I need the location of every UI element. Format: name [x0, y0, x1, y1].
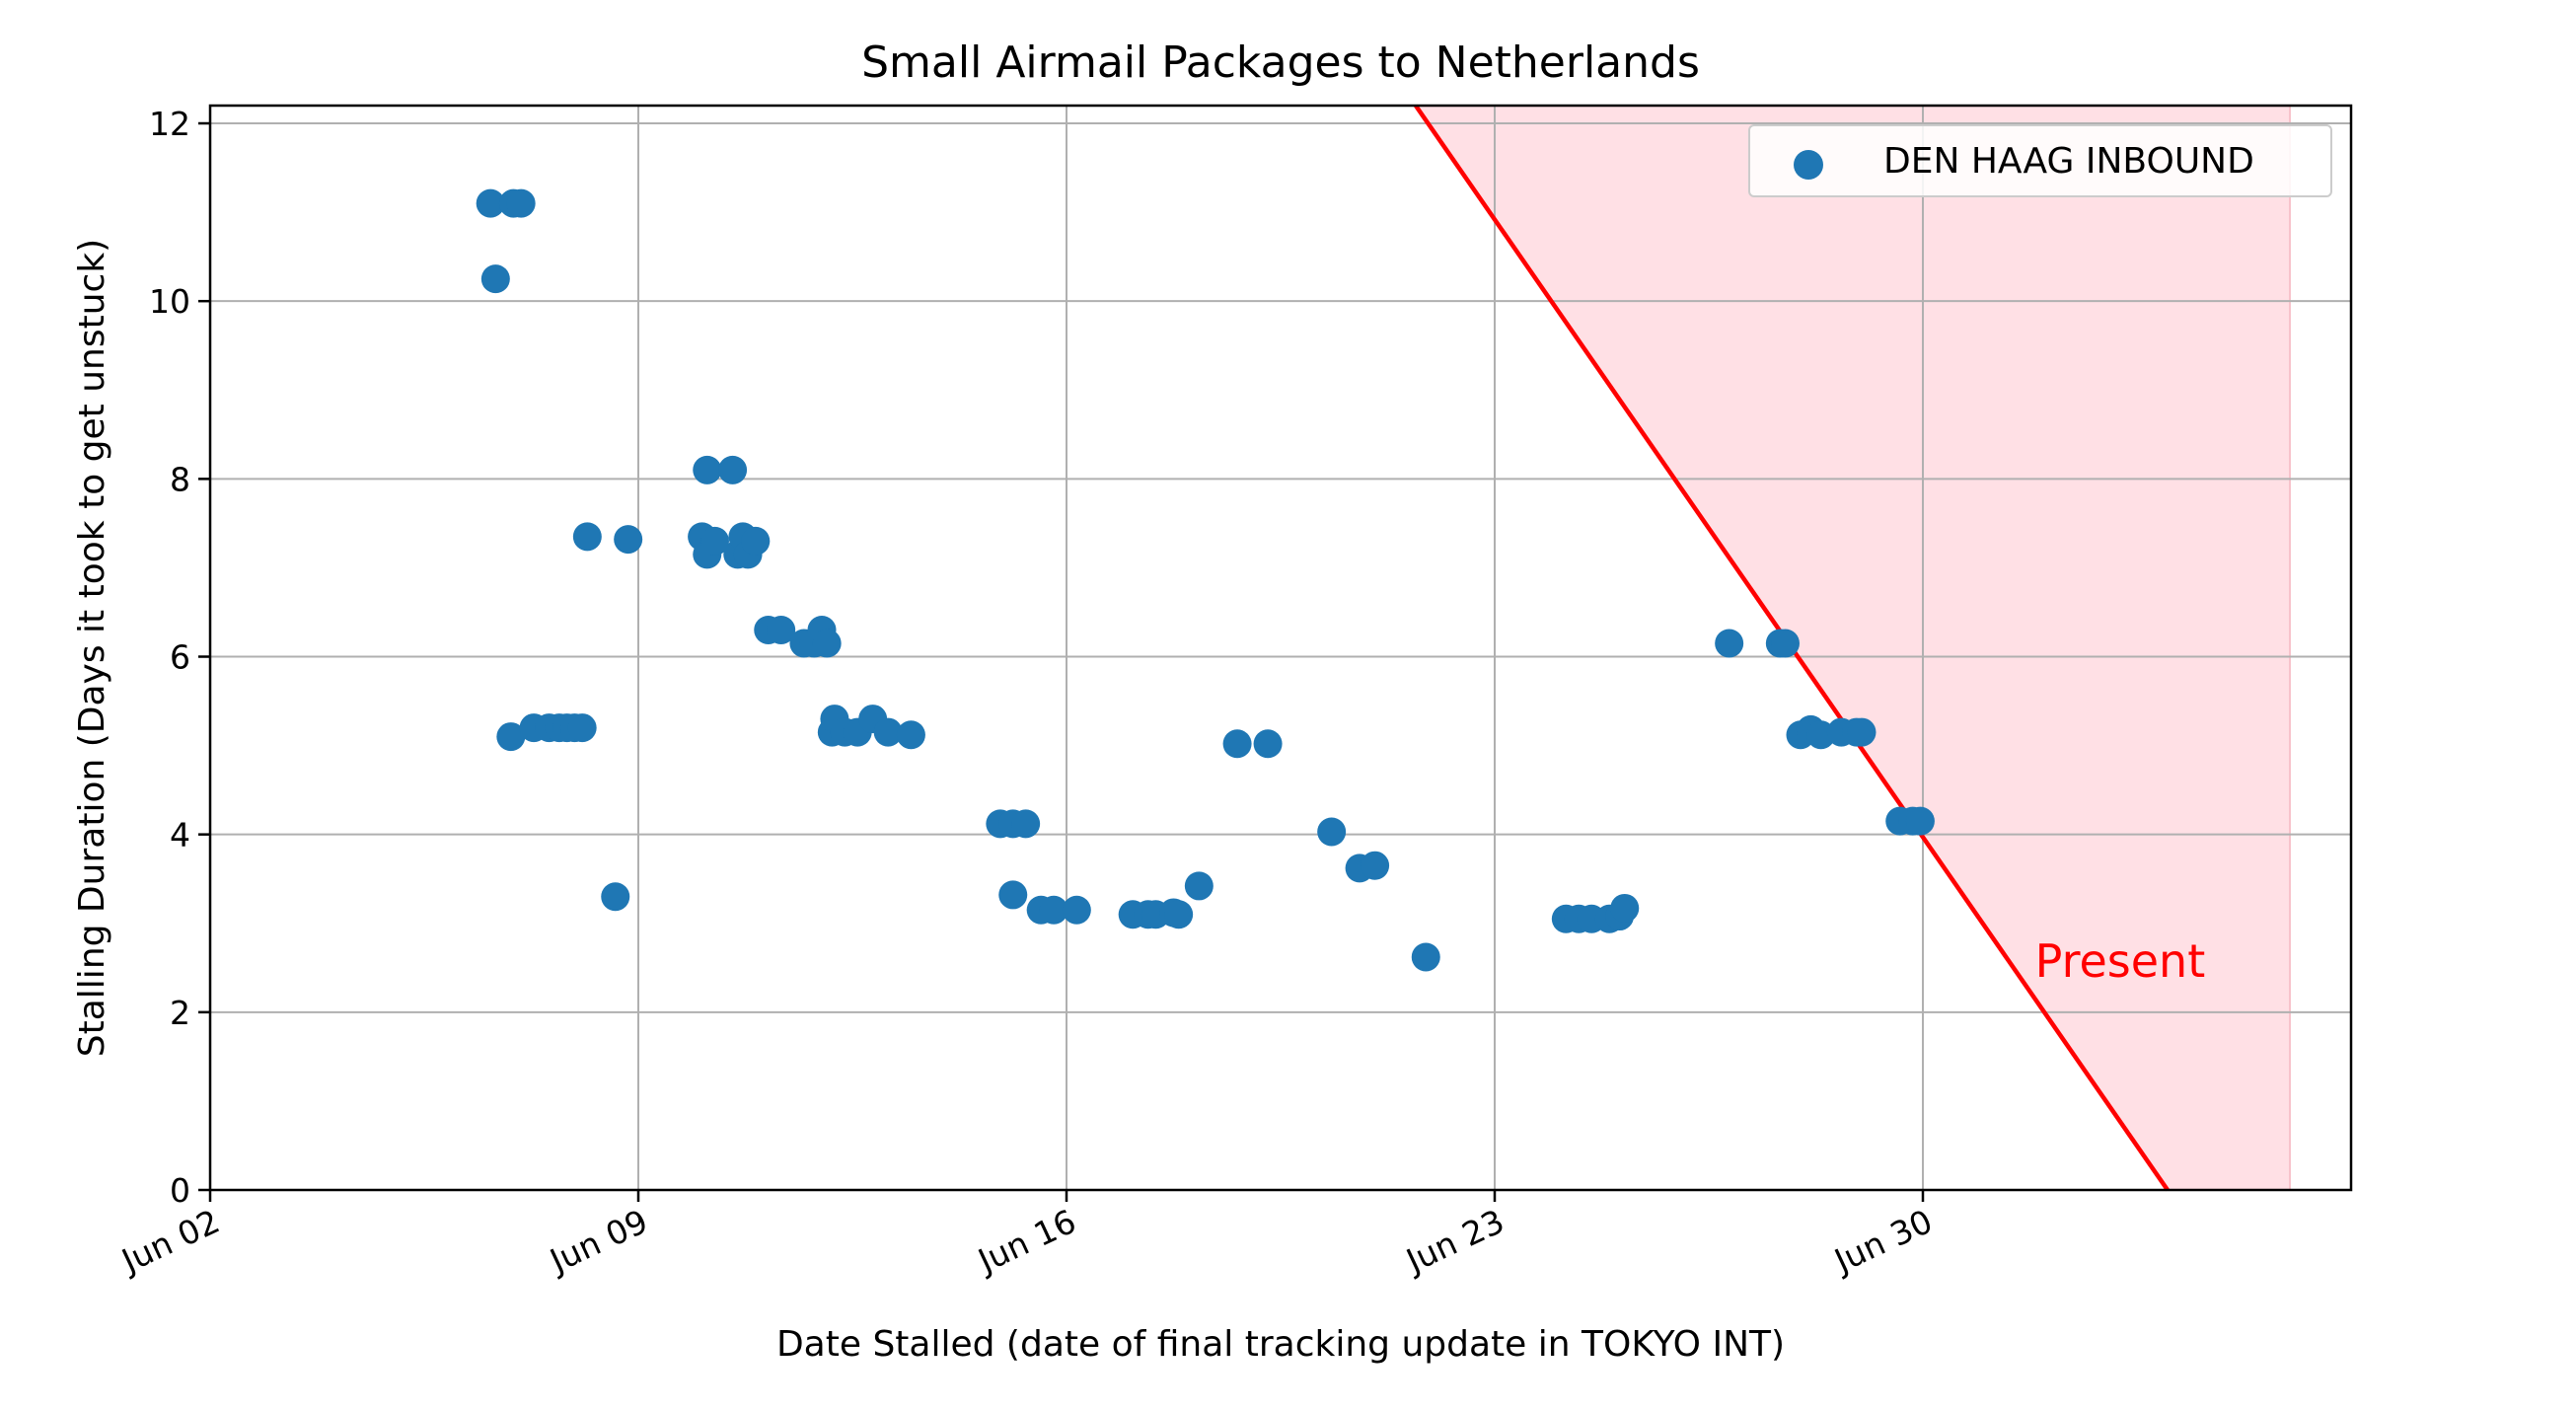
data-points — [476, 188, 1935, 972]
data-point — [1164, 900, 1194, 929]
y-axis-title: Stalling Duration (Days it took to get u… — [72, 239, 112, 1057]
data-point — [693, 455, 722, 484]
x-tick-label: Jun 23 — [1399, 1202, 1510, 1281]
data-point — [873, 717, 903, 747]
data-point — [1317, 817, 1347, 847]
data-point — [506, 188, 536, 218]
data-point — [718, 455, 748, 484]
y-tick-label: 8 — [170, 460, 190, 498]
legend-label: DEN HAAG INBOUND — [1883, 141, 2254, 182]
data-point — [476, 188, 505, 218]
legend-box — [1748, 124, 2332, 197]
data-point — [480, 264, 510, 294]
chart-title: Small Airmail Packages to Netherlands — [861, 37, 1700, 88]
x-tick-label: Jun 16 — [971, 1202, 1082, 1281]
data-point — [812, 629, 842, 658]
data-point — [601, 882, 630, 912]
present-annotation: Present — [2035, 934, 2206, 988]
data-point — [1361, 851, 1390, 880]
x-tick-label: Jun 09 — [543, 1202, 654, 1281]
data-point — [614, 525, 643, 555]
y-tick-label: 10 — [149, 282, 190, 321]
legend: DEN HAAG INBOUND — [1748, 124, 2332, 197]
x-tick-label: Jun 30 — [1827, 1202, 1939, 1281]
data-point — [1184, 871, 1214, 901]
data-point — [1253, 729, 1283, 759]
grid-lines — [209, 106, 2351, 1191]
data-point — [767, 615, 796, 644]
y-tick-label: 6 — [170, 638, 190, 677]
present-region-fill — [1415, 106, 2290, 1190]
data-point — [1771, 629, 1800, 658]
data-point — [1847, 717, 1877, 747]
data-point — [700, 526, 729, 556]
data-point — [998, 880, 1028, 910]
data-point — [1715, 629, 1744, 658]
y-tick-label: 0 — [170, 1171, 190, 1210]
data-point — [896, 720, 925, 750]
plot-frame — [208, 104, 2353, 1192]
data-point — [496, 722, 526, 752]
x-tick-label: Jun 02 — [114, 1202, 226, 1281]
data-point — [1039, 895, 1068, 925]
data-point — [741, 526, 771, 556]
data-point — [572, 522, 602, 552]
x-axis-title: Date Stalled (date of final tracking upd… — [776, 1324, 1785, 1365]
data-point — [1905, 806, 1935, 836]
data-point — [1222, 729, 1252, 759]
y-tick-label: 2 — [170, 994, 190, 1032]
legend-marker — [1794, 150, 1823, 180]
data-point — [1062, 895, 1091, 925]
data-point — [1610, 893, 1640, 923]
data-point — [1411, 942, 1440, 972]
present-region — [1415, 106, 2291, 1190]
y-tick-label: 4 — [170, 816, 190, 854]
data-point — [567, 713, 597, 743]
y-tick-label: 12 — [149, 105, 190, 143]
data-point — [1011, 809, 1041, 839]
